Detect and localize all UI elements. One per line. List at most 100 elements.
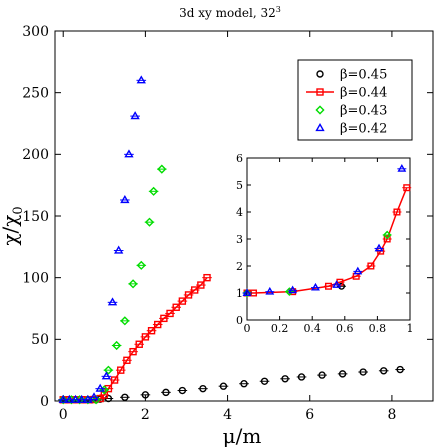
inset-data-point [397, 164, 407, 172]
main-data-point [70, 394, 81, 403]
main-data-point [124, 149, 134, 158]
main-data-point [338, 370, 347, 378]
inset-data-point [383, 235, 391, 243]
inset-y-tick-label: 6 [236, 152, 243, 165]
inset-x-tick-label: 0.4 [303, 322, 321, 335]
main-data-point [58, 395, 68, 405]
inset-series-0-42 [242, 164, 407, 296]
main-data-point [172, 303, 180, 311]
main-data-point [281, 375, 289, 383]
inset-y-tick-label: 1 [236, 287, 243, 300]
main-data-point [123, 356, 131, 364]
main-data-point [83, 394, 93, 403]
main-data-point [178, 386, 187, 395]
main-x-tick-label: 2 [141, 407, 150, 423]
legend-label: β=0.42 [340, 122, 387, 137]
main-data-point [77, 394, 87, 403]
main-data-point [240, 380, 248, 388]
main-y-tick-label: 150 [22, 209, 49, 225]
chart-title-superscript: 3 [276, 5, 281, 14]
main-data-point [141, 333, 150, 341]
inset-data-point [393, 208, 401, 216]
main-data-point [318, 371, 326, 379]
legend-marker [315, 105, 325, 115]
inset-data-point [242, 288, 252, 296]
main-y-tick-label: 100 [22, 271, 49, 287]
main-data-point [120, 316, 130, 326]
main-data-point [396, 365, 404, 374]
legend-marker [316, 88, 324, 96]
main-data-point [184, 291, 193, 299]
main-y-tick-label: 0 [40, 394, 49, 410]
main-data-point [141, 391, 150, 399]
main-series-group [58, 75, 405, 405]
inset-y-tick-label: 0 [236, 314, 243, 327]
main-y-tick-label: 300 [22, 24, 49, 40]
chart-title: 3d xy model, 323 [179, 5, 281, 20]
main-data-point [101, 371, 112, 380]
main-data-point [197, 281, 205, 289]
main-y-tick-label: 50 [31, 332, 49, 348]
main-data-point [199, 384, 207, 393]
main-data-point [128, 279, 138, 289]
main-x-tick-label: 0 [59, 407, 68, 423]
legend-item-0-42: β=0.42 [315, 122, 387, 137]
main-data-point [89, 392, 99, 401]
main-data-point [157, 164, 167, 174]
legend-label: β=0.43 [340, 104, 387, 119]
main-x-tick-label: 8 [387, 407, 396, 423]
main-data-point [154, 320, 162, 329]
inset-axis-ticks: 0 0.2 0.4 0.6 0.8 1 0 1 2 3 4 5 6 [236, 152, 414, 335]
main-y-tick-label: 250 [22, 86, 49, 102]
main-y-tick-label: 200 [22, 147, 49, 163]
legend-marker [316, 70, 324, 78]
main-data-point [166, 309, 174, 318]
main-data-point [219, 382, 228, 390]
main-data-point [95, 383, 105, 392]
inset-data-point [325, 282, 333, 290]
inset-data-point [242, 288, 252, 298]
main-data-point [83, 395, 93, 405]
main-data-point [160, 314, 168, 323]
inset-plot: 0 0.2 0.4 0.6 0.8 1 0 1 2 3 4 5 6 [236, 152, 414, 335]
main-data-point [107, 297, 118, 306]
main-data-point [117, 366, 125, 374]
main-data-point [130, 111, 140, 120]
main-data-point [297, 373, 306, 381]
main-series-0-43 [58, 164, 167, 405]
legend-label: β=0.44 [340, 86, 387, 101]
main-data-point [162, 388, 170, 397]
inset-y-tick-label: 5 [236, 179, 243, 192]
inset-data-point [332, 280, 342, 288]
y-axis-label-subscript: 0 [11, 206, 26, 214]
legend-item-0-43: β=0.43 [315, 104, 387, 119]
main-series-0-42 [58, 75, 147, 403]
legend: β=0.45 β=0.44 β=0.43 β=0.42 [297, 59, 413, 141]
main-data-point [260, 377, 269, 385]
main-data-point [58, 394, 68, 403]
main-data-point [112, 340, 122, 351]
inset-data-point [265, 286, 275, 295]
inset-data-point [382, 230, 392, 240]
inset-data-point [353, 266, 363, 275]
main-data-point [147, 327, 156, 335]
main-data-point [359, 368, 367, 376]
main-data-point [121, 393, 129, 401]
main-data-point [135, 340, 143, 348]
inset-x-tick-label: 1 [407, 322, 414, 335]
main-data-point [379, 367, 388, 375]
inset-y-tick-label: 2 [236, 260, 243, 273]
legend-label: β=0.45 [340, 68, 387, 83]
legend-items: β=0.45 β=0.44 β=0.43 β=0.42 [306, 68, 387, 137]
main-x-tick-label: 4 [223, 407, 232, 423]
main-data-point [129, 347, 137, 356]
legend-marker [315, 122, 325, 132]
main-data-point [110, 376, 119, 384]
main-data-point [144, 217, 155, 227]
inset-x-tick-label: 0.8 [369, 322, 387, 335]
x-axis-label: μ/m [223, 424, 262, 447]
inset-x-tick-label: 0.2 [271, 322, 289, 335]
inset-data-point [288, 285, 298, 294]
